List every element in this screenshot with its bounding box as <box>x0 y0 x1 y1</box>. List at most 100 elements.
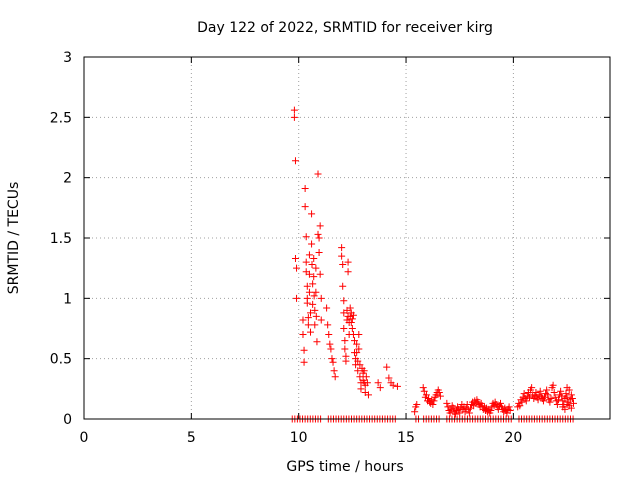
data-point <box>420 387 428 395</box>
data-point <box>516 402 524 410</box>
data-point <box>305 251 313 259</box>
data-point <box>341 345 349 353</box>
data-point <box>323 304 331 312</box>
data-point <box>346 304 354 312</box>
data-point <box>301 203 309 211</box>
data-point <box>293 264 301 272</box>
data-point <box>443 399 451 407</box>
data-point <box>487 407 495 415</box>
data-point <box>364 391 372 399</box>
x-tick-label: 15 <box>397 430 415 446</box>
data-point <box>314 170 322 178</box>
data-point <box>310 273 318 281</box>
data-point <box>363 379 371 387</box>
data-point <box>305 288 313 296</box>
data-point <box>311 321 319 329</box>
data-point <box>302 233 310 241</box>
data-point <box>341 337 349 345</box>
data-point <box>330 367 338 375</box>
data-point <box>419 384 427 392</box>
data-point <box>539 397 547 405</box>
data-point <box>310 255 318 263</box>
data-point <box>562 390 570 398</box>
y-tick-label: 3 <box>63 50 72 66</box>
data-point <box>308 210 316 218</box>
y-tick-label: 2.5 <box>50 110 72 126</box>
data-point <box>356 361 364 369</box>
data-point <box>567 391 575 399</box>
data-point <box>522 397 530 405</box>
data-point <box>429 401 437 409</box>
data-point <box>324 321 332 329</box>
data-point <box>302 258 310 266</box>
data-point <box>376 384 384 392</box>
data-point <box>383 363 391 371</box>
x-axis-label: GPS time / hours <box>286 459 403 475</box>
data-point <box>340 325 348 332</box>
data-point <box>506 407 514 415</box>
data-point <box>309 280 317 288</box>
data-point <box>311 306 319 314</box>
data-point <box>354 357 362 365</box>
data-point <box>435 388 443 396</box>
data-point <box>310 292 318 300</box>
data-point <box>436 392 444 400</box>
x-tick-label: 5 <box>187 430 196 446</box>
data-point <box>291 255 299 263</box>
data-point <box>303 282 311 290</box>
data-point <box>446 409 454 417</box>
data-point <box>309 300 317 308</box>
data-point <box>312 264 320 272</box>
y-tick-label: 0 <box>63 412 72 428</box>
data-point <box>308 261 316 269</box>
data-point <box>356 373 364 381</box>
data-point <box>567 404 575 412</box>
data-point <box>344 268 352 276</box>
y-tick-label: 0.5 <box>50 352 72 368</box>
data-point <box>413 401 421 409</box>
data-points <box>288 106 578 423</box>
data-point <box>553 401 561 409</box>
data-point <box>411 408 419 416</box>
data-point <box>355 331 363 339</box>
y-axis-label: SRMTID / TECUs <box>6 182 22 295</box>
data-point <box>293 294 301 302</box>
data-point <box>536 387 544 395</box>
data-point <box>451 410 459 418</box>
data-point <box>353 349 361 357</box>
data-point <box>316 222 324 230</box>
chart-title: Day 122 of 2022, SRMTID for receiver kir… <box>197 20 493 36</box>
data-point <box>425 394 433 402</box>
data-point <box>563 401 571 409</box>
data-point <box>304 314 312 322</box>
data-point <box>348 325 356 332</box>
data-point <box>316 270 324 278</box>
data-point <box>314 230 322 238</box>
data-point <box>355 345 363 353</box>
data-point <box>312 312 320 320</box>
data-point <box>307 328 315 336</box>
data-point <box>290 106 298 114</box>
y-tick-label: 1 <box>63 291 72 307</box>
data-point <box>465 409 473 417</box>
data-point <box>430 397 438 405</box>
data-point <box>344 258 352 266</box>
data-point <box>357 385 365 393</box>
data-point <box>339 282 347 290</box>
data-point <box>422 391 430 399</box>
data-point <box>570 399 578 407</box>
data-point <box>351 337 359 345</box>
data-point <box>317 294 325 302</box>
data-point <box>385 374 393 382</box>
data-point <box>329 358 337 366</box>
data-point <box>317 316 325 324</box>
x-tick-label: 0 <box>80 430 89 446</box>
data-point <box>300 346 308 354</box>
data-point <box>549 381 557 389</box>
data-point <box>389 381 397 389</box>
data-point <box>313 338 321 346</box>
grid-lines <box>84 57 610 419</box>
data-point <box>505 403 513 411</box>
data-point <box>328 355 336 363</box>
